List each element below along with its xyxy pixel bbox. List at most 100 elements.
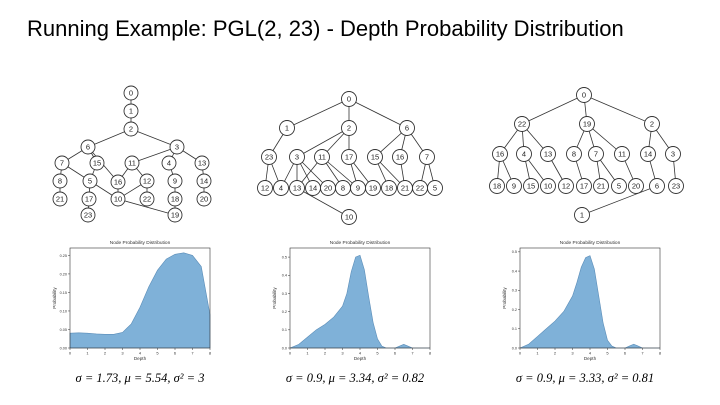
tree-node-circle — [82, 173, 98, 189]
tree-node-circle — [576, 87, 592, 103]
tree-node-label: 2 — [347, 124, 351, 133]
tree-edge — [130, 128, 178, 148]
x-tick-label: 2 — [554, 351, 557, 356]
tree-node: 0 — [576, 87, 592, 103]
tree-node: 13 — [540, 146, 556, 162]
tree-node-label: 11 — [318, 153, 326, 162]
tree-node-label: 9 — [173, 177, 177, 186]
y-tick-label: 0.1 — [282, 328, 287, 332]
tree-node-label: 17 — [580, 182, 588, 191]
tree-node-circle — [588, 146, 604, 162]
tree-node-circle — [80, 207, 96, 223]
tree-node-label: 23 — [672, 182, 680, 191]
tree-edge — [296, 187, 350, 218]
tree-node-circle — [261, 149, 277, 165]
tree-edge — [521, 94, 585, 125]
x-tick-label: 2 — [324, 351, 327, 356]
tree-edge — [348, 98, 408, 129]
tree-node-circle — [167, 191, 183, 207]
tree-node: 10 — [540, 178, 556, 194]
tree-node: 20 — [196, 191, 212, 207]
tree-node-label: 10 — [114, 195, 122, 204]
tree-node: 23 — [668, 178, 684, 194]
tree-node-label: 3 — [295, 153, 299, 162]
tree-node-label: 8 — [572, 150, 576, 159]
tree-edge — [131, 146, 178, 164]
tree-node: 9 — [350, 180, 366, 196]
tree-node: 15 — [89, 155, 105, 171]
plot-title: Node Probability Distribution — [560, 240, 621, 246]
tree-node-circle — [257, 180, 273, 196]
tree-node-label: 18 — [171, 195, 179, 204]
tree-node: 2 — [123, 121, 139, 137]
tree-node-circle — [110, 191, 126, 207]
tree-node: 6 — [649, 178, 665, 194]
tree-node-label: 2 — [650, 120, 654, 129]
tree-node-label: 22 — [143, 195, 151, 204]
x-tick-label: 1 — [536, 351, 539, 356]
tree-node-label: 14 — [309, 184, 317, 193]
y-tick-label: 0.5 — [282, 255, 287, 259]
tree-node-circle — [54, 155, 70, 171]
tree-node-label: 5 — [433, 184, 437, 193]
stats-caption-3: σ = 0.9, μ = 3.33, σ² = 0.81 — [515, 371, 655, 385]
tree-node: 2 — [644, 116, 660, 132]
tree-node-label: 20 — [632, 182, 640, 191]
tree-node: 20 — [628, 178, 644, 194]
tree-node: 11 — [614, 146, 630, 162]
tree-node-circle — [365, 180, 381, 196]
tree-node-circle — [196, 191, 212, 207]
density-area — [519, 255, 660, 349]
tree-node-label: 16 — [114, 178, 122, 187]
tree-node: 7 — [54, 155, 70, 171]
tree-node-circle — [644, 116, 660, 132]
probability-plot-2: Node Probability Distribution 0 1 2 3 4 5 6 7 8 0.… — [272, 240, 432, 361]
x-tick-label: 6 — [624, 351, 627, 356]
tree-node: 15 — [523, 178, 539, 194]
tree-node-label: 0 — [129, 89, 133, 98]
tree-node-label: 16 — [396, 153, 404, 162]
tree-node-circle — [341, 91, 357, 107]
tree-node: 14 — [640, 146, 656, 162]
tree-node: 14 — [196, 173, 212, 189]
tree-node-label: 23 — [84, 211, 92, 220]
tree-node-label: 15 — [371, 153, 379, 162]
tree-node: 21 — [593, 178, 609, 194]
y-tick-label: 0.25 — [60, 254, 67, 258]
y-tick-label: 0.20 — [60, 272, 67, 276]
y-tick-label: 0.0 — [512, 346, 517, 350]
tree-node: 5 — [82, 173, 98, 189]
tree-node-circle — [614, 146, 630, 162]
tree-node-circle — [628, 178, 644, 194]
x-tick-label: 3 — [571, 351, 574, 356]
x-tick-label: 8 — [209, 351, 212, 356]
tree-node-label: 0 — [582, 91, 586, 100]
tree-node: 17 — [81, 191, 97, 207]
tree-node: 18 — [489, 178, 505, 194]
tree-node-label: 7 — [594, 150, 598, 159]
tree-node-label: 17 — [345, 153, 353, 162]
depth-tree-3: 0 22 19 2 16 4 13 8 7 11 14 3 18 9 15 10 12 17 21 5 20 6 23 1 — [489, 87, 684, 223]
tree-node-circle — [665, 146, 681, 162]
tree-node-label: 21 — [56, 195, 64, 204]
tree-node-circle — [167, 173, 183, 189]
tree-node-circle — [611, 178, 627, 194]
tree-node: 20 — [320, 180, 336, 196]
tree-node-label: 5 — [617, 182, 621, 191]
tree-node: 5 — [611, 178, 627, 194]
tree-node-label: 20 — [324, 184, 332, 193]
tree-node-label: 8 — [341, 184, 345, 193]
tree-node-label: 9 — [512, 182, 516, 191]
tree-node-label: 1 — [580, 211, 584, 220]
tree-node-circle — [576, 178, 592, 194]
tree-node-circle — [314, 149, 330, 165]
y-tick-label: 0.2 — [282, 310, 287, 314]
tree-node: 4 — [516, 146, 532, 162]
tree-node-circle — [649, 178, 665, 194]
tree-node-label: 4 — [522, 150, 526, 159]
tree-node-label: 0 — [347, 95, 351, 104]
stats-caption-2: σ = 0.9, μ = 3.34, σ² = 0.82 — [285, 371, 425, 385]
tree-node: 19 — [167, 207, 183, 223]
tree-node-circle — [52, 191, 68, 207]
tree-node: 22 — [139, 191, 155, 207]
